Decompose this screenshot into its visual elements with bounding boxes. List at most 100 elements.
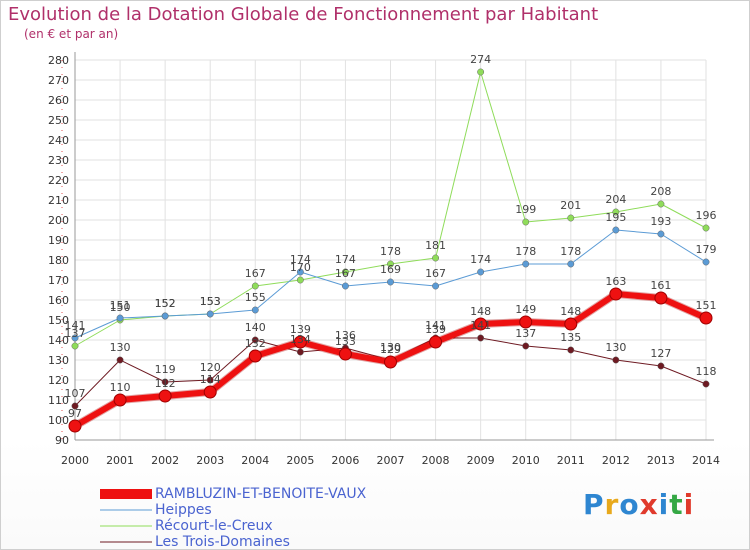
data-label: 148 <box>560 305 581 318</box>
chart-subtitle: (en € et par an) <box>24 27 119 41</box>
y-tick-label: 190 <box>48 234 69 247</box>
y-tick-label: 180 <box>48 254 69 267</box>
data-point <box>206 376 214 384</box>
data-point <box>657 200 665 208</box>
y-tick-label: 210 <box>48 194 69 207</box>
data-point <box>429 335 443 349</box>
data-label: 137 <box>65 327 86 340</box>
y-tick-label: 90 <box>55 434 69 447</box>
data-label: 167 <box>425 267 446 280</box>
data-label: 204 <box>605 193 626 206</box>
data-point <box>296 268 304 276</box>
data-label: 139 <box>425 323 446 336</box>
data-label: 137 <box>515 327 536 340</box>
y-tick-label: 240 <box>48 134 69 147</box>
data-label: 174 <box>335 253 356 266</box>
data-point <box>654 291 668 305</box>
data-label: 169 <box>380 263 401 276</box>
data-label: 208 <box>650 185 671 198</box>
data-label: 179 <box>696 243 717 256</box>
data-point <box>293 335 307 349</box>
data-point <box>71 342 79 350</box>
data-label: 119 <box>155 363 176 376</box>
data-point <box>432 282 440 290</box>
data-label: 178 <box>560 245 581 258</box>
data-point <box>384 355 397 369</box>
data-point <box>474 317 488 331</box>
data-label: 150 <box>110 301 131 314</box>
y-tick-label: 160 <box>48 294 69 307</box>
legend-swatch <box>100 489 152 499</box>
legend-label: Récourt-le-Creux <box>155 518 273 534</box>
data-label: 174 <box>470 253 491 266</box>
data-point <box>251 336 259 344</box>
data-label: 153 <box>200 295 221 308</box>
data-label: 178 <box>515 245 536 258</box>
data-point <box>338 347 352 361</box>
data-point <box>612 208 620 216</box>
data-point <box>251 282 259 290</box>
logo-letter: x <box>639 488 659 521</box>
legend-label: Heippes <box>155 502 212 518</box>
y-tick-label: 250 <box>48 114 69 127</box>
y-tick-label: 150 <box>48 314 69 327</box>
data-label: 174 <box>290 253 311 266</box>
data-label: 127 <box>650 347 671 360</box>
data-label: 155 <box>245 291 266 304</box>
data-label: 153 <box>200 295 221 308</box>
data-point <box>341 268 349 276</box>
y-tick-label: 200 <box>48 214 69 227</box>
data-point <box>522 260 530 268</box>
logo-letter: t <box>669 488 684 521</box>
data-label: 130 <box>605 341 626 354</box>
data-point <box>251 306 259 314</box>
data-point <box>206 310 214 318</box>
data-point <box>113 393 127 407</box>
x-tick-label: 2006 <box>331 454 359 467</box>
x-tick-label: 2012 <box>602 454 630 467</box>
data-point <box>296 348 304 356</box>
y-tick-label: 230 <box>48 154 69 167</box>
x-tick-label: 2004 <box>241 454 269 467</box>
logo-letter: o <box>619 488 640 521</box>
data-label: 181 <box>425 239 446 252</box>
legend-swatch <box>100 509 152 511</box>
data-point <box>657 362 665 370</box>
y-tick-label: 170 <box>48 274 69 287</box>
data-label: 133 <box>335 335 356 348</box>
data-label: 118 <box>696 365 717 378</box>
data-label: 129 <box>380 343 401 356</box>
data-point <box>522 218 530 226</box>
data-point <box>702 380 710 388</box>
data-point <box>71 402 79 410</box>
x-tick-label: 2003 <box>196 454 224 467</box>
data-point <box>519 315 533 329</box>
data-point <box>564 317 578 331</box>
x-tick-label: 2009 <box>467 454 495 467</box>
data-label: 107 <box>65 387 86 400</box>
y-tick-label: 140 <box>48 334 69 347</box>
data-point <box>116 314 124 322</box>
x-tick-label: 2000 <box>61 454 89 467</box>
data-label: 139 <box>290 323 311 336</box>
data-label: 161 <box>650 279 671 292</box>
data-point <box>699 311 713 325</box>
data-point <box>296 276 304 284</box>
data-point <box>657 230 665 238</box>
x-tick-label: 2013 <box>647 454 675 467</box>
data-point <box>71 334 79 342</box>
data-label: 167 <box>335 267 356 280</box>
data-label: 151 <box>696 299 717 312</box>
data-label: 141 <box>65 319 86 332</box>
x-tick-label: 2007 <box>377 454 405 467</box>
data-point <box>612 226 620 234</box>
data-point <box>522 342 530 350</box>
data-point <box>387 260 394 268</box>
data-point <box>477 268 485 276</box>
data-point <box>116 356 124 364</box>
data-label: 201 <box>560 199 581 212</box>
data-label: 170 <box>290 261 311 274</box>
y-tick-label: 220 <box>48 174 69 187</box>
data-point <box>567 346 575 354</box>
data-label: 112 <box>155 377 176 390</box>
